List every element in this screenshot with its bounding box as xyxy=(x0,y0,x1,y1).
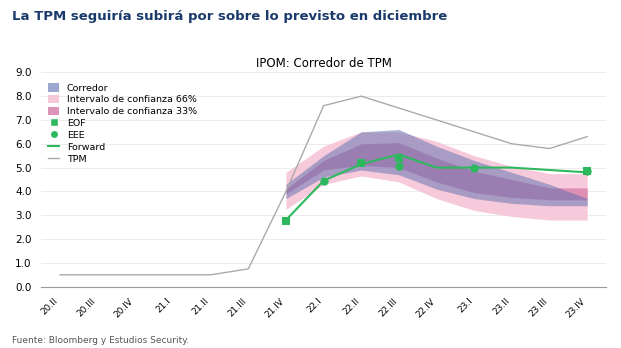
Text: La TPM seguiría subirá por sobre lo previsto en diciembre: La TPM seguiría subirá por sobre lo prev… xyxy=(12,10,448,23)
Title: IPOM: Corredor de TPM: IPOM: Corredor de TPM xyxy=(256,57,392,70)
Legend: Corredor, Intervalo de confianza 66%, Intervalo de confianza 33%, EOF, EEE, Forw: Corredor, Intervalo de confianza 66%, In… xyxy=(44,79,201,167)
Text: Fuente: Bloomberg y Estudios Security.: Fuente: Bloomberg y Estudios Security. xyxy=(12,335,189,345)
